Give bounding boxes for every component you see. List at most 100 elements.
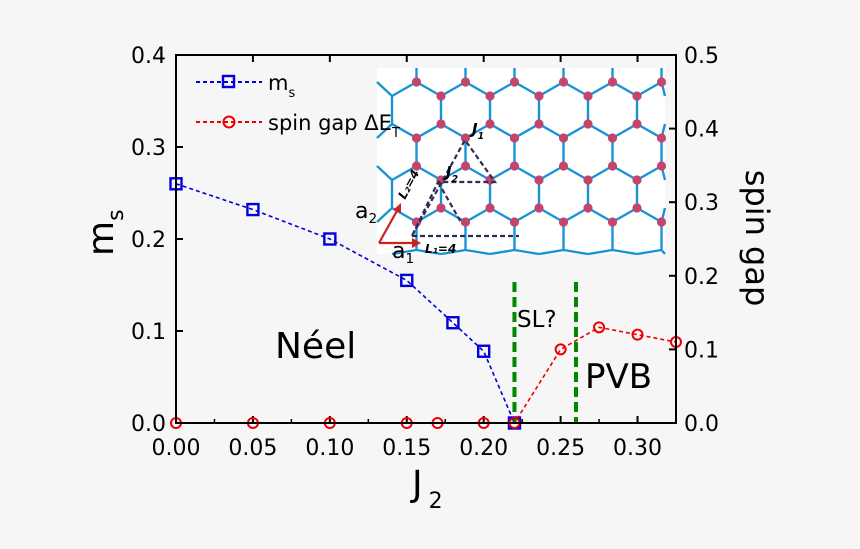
honeycomb-bond [563,248,589,256]
honeycomb-bond [464,122,491,140]
lattice-site [534,91,544,101]
honeycomb-bond [611,122,638,140]
honeycomb-bond [465,248,491,256]
x-tick-label: 0.20 [459,436,508,461]
honeycomb-bond [440,80,467,98]
honeycomb-bond [538,164,565,182]
honeycomb-bond [391,164,418,182]
lattice-site [607,133,618,143]
phase-label-neel: Néel [275,326,356,367]
honeycomb-bond [612,248,638,256]
honeycomb-bond [587,80,614,98]
legend: ms spin gap ΔET [196,71,400,141]
y-right-tick-label: 0.4 [684,118,719,143]
honeycomb-bond [611,206,638,224]
j2-label: J2 [443,163,458,185]
lattice-site [411,133,422,143]
honeycomb-bond [562,206,589,224]
honeycomb-bond [464,80,491,98]
honeycomb-bond [562,164,589,182]
a1-label: a1 [392,239,414,267]
lattice-site [558,217,569,227]
data-point-ms [323,232,337,246]
legend-label-gap: spin gap ΔET [268,111,400,141]
lattice-site [583,175,593,185]
y-left-tick-label: 0.3 [131,136,166,161]
honeycomb-bond [489,206,516,224]
a1-arrowhead [412,238,421,248]
l1-label: L₁=4 [425,242,456,256]
honeycomb-bond [636,122,663,140]
lattice-site [656,133,667,143]
lattice-site [583,119,593,129]
lattice-site [534,175,544,185]
honeycomb-bond [391,80,418,98]
y-left-tick-label: 0.0 [131,412,166,437]
honeycomb-bond [514,248,540,256]
lattice-site [509,133,520,143]
lattice-site [436,119,446,129]
legend-marker-gap [222,115,236,129]
j1-label: J1 [469,120,484,142]
honeycomb-bond [660,249,666,255]
a2-vector [378,208,399,244]
supercell-outline [411,137,498,237]
data-point-gap [554,343,567,356]
legend-label-ms: ms [268,71,295,101]
lattice-site [485,119,495,129]
honeycomb-bond [636,248,662,256]
honeycomb-bond [636,164,663,182]
lattice-site [558,133,569,143]
lattice-site [632,203,642,213]
honeycomb-bond [440,122,467,140]
phase-label-sl: SL? [517,307,557,333]
y-right-tick-label: 0.1 [684,338,719,363]
y-right-tick-label: 0.0 [684,412,719,437]
data-point-ms [476,344,491,358]
x-tick-label: 0.30 [613,436,662,461]
lattice-site [656,161,667,171]
honeycomb-bond [562,80,589,98]
lattice-site [534,119,544,129]
honeycomb-bond [416,248,442,256]
lattice-site [632,175,642,185]
honeycomb-bond [636,80,663,98]
axis-ticks: 0.00 0.05 0.10 0.15 0.20 0.25 0.30 0.0 0.1 0.2 0.3… [131,44,719,461]
lattice-site [583,203,593,213]
lattice-site [607,217,618,227]
honeycomb-bond [538,206,565,224]
legend-marker-ms [221,74,236,89]
honeycomb-bond [513,164,540,182]
x-tick-label: 0.05 [228,436,277,461]
y-left-tick-label: 0.1 [131,320,166,345]
plot-frame [175,54,677,424]
lattice-site [509,161,520,171]
honeycomb-bond [440,248,466,256]
data-point-gap [593,321,606,334]
honeycomb-bond [415,80,442,98]
lattice-site [607,77,618,87]
lattice-site [534,203,544,213]
honeycomb-bond [538,122,565,140]
honeycomb-bond [376,123,393,139]
j2-bond [437,181,463,225]
lattice-site [632,119,642,129]
x-tick-label: 0.10 [305,436,354,461]
honeycomb-bond [415,164,442,182]
honeycomb-bond [489,248,515,256]
y-axis-right-title: spin gap [738,170,776,307]
honeycomb-bond [391,248,417,256]
lattice-site [485,203,495,213]
honeycomb-bond [376,81,393,97]
inset-bonds [376,68,667,256]
y-right-tick-label: 0.3 [684,191,719,216]
honeycomb-bond [440,206,467,224]
lattice-site [656,217,667,227]
x-tick-label: 0.00 [152,436,201,461]
honeycomb-bond [513,122,540,140]
lattice-site [485,91,495,101]
lattice-site [460,77,471,87]
honeycomb-bond [489,80,516,98]
